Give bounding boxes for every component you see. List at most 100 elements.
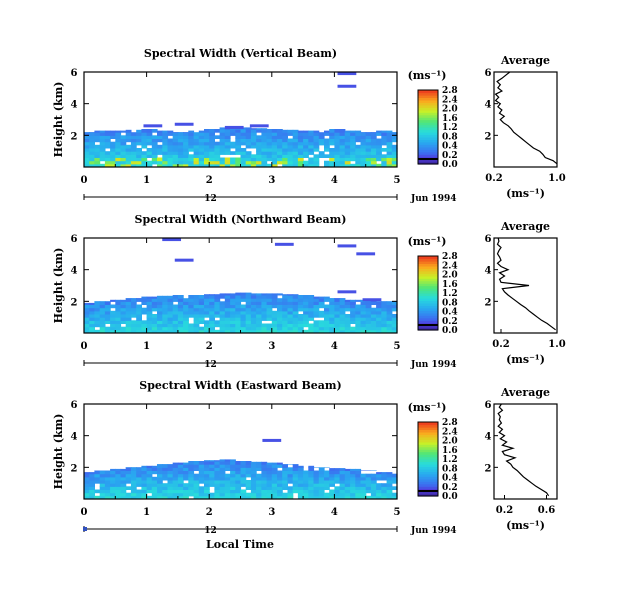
- heatmap-cell: [177, 157, 184, 162]
- heatmap-cell: [99, 470, 106, 475]
- heatmap-cell: [125, 473, 132, 478]
- colorbar-segment: [418, 315, 438, 319]
- colorbar-tick-label: 0.0: [442, 160, 458, 170]
- heatmap-cell: [350, 299, 356, 302]
- heatmap-cell: [193, 473, 200, 478]
- heatmap-cell: [391, 154, 398, 158]
- heatmap-cell: [230, 157, 236, 162]
- colorbar-segment: [418, 129, 438, 133]
- heatmap-cell: [230, 317, 236, 321]
- heatmap-cell: [193, 461, 200, 465]
- heatmap-cell: [386, 301, 393, 302]
- heatmap-cell: [162, 486, 169, 490]
- heatmap-cell: [303, 489, 309, 494]
- heatmap-cell: [318, 135, 325, 139]
- heatmap-cell: [104, 480, 111, 484]
- heatmap-cell: [360, 483, 367, 487]
- heatmap-cell: [360, 314, 367, 318]
- heatmap-cell: [277, 492, 283, 497]
- heatmap-cell: [125, 476, 132, 481]
- heatmap-cell: [141, 310, 148, 315]
- heatmap-cell: [235, 461, 242, 465]
- heatmap-cell: [261, 138, 268, 143]
- heatmap-cell: [308, 473, 315, 478]
- heatmap-cell: [136, 298, 142, 299]
- heatmap-cell: [115, 141, 122, 146]
- heatmap-cell: [204, 132, 210, 136]
- heatmap-cell: [313, 323, 320, 328]
- heatmap-cell: [198, 304, 205, 309]
- heatmap-cell: [240, 461, 247, 465]
- heatmap-cell: [344, 160, 351, 165]
- heatmap-cell: [365, 476, 372, 481]
- heatmap-cell: [146, 301, 153, 305]
- heatmap-cell: [130, 476, 137, 481]
- heatmap-cell: [318, 132, 325, 136]
- heatmap-cell: [94, 476, 101, 481]
- heatmap-cell: [261, 326, 268, 331]
- heatmap-cell: [89, 138, 95, 143]
- colorbar-segment: [418, 154, 438, 158]
- heatmap-cell: [344, 320, 351, 324]
- heatmap-cell: [136, 138, 142, 143]
- heatmap-cell: [339, 323, 346, 328]
- heatmap-cell: [292, 464, 299, 465]
- heatmap-cell: [334, 135, 341, 139]
- heatmap-cell: [334, 314, 341, 318]
- heatmap-cell: [297, 135, 304, 139]
- heatmap-cell: [261, 323, 268, 328]
- heatmap-cell: [146, 329, 153, 334]
- heatmap-cell: [230, 307, 236, 312]
- heatmap-cell: [193, 320, 200, 324]
- colorbar-segment: [418, 466, 438, 470]
- heatmap-cell: [303, 483, 309, 487]
- heatmap-cell: [261, 480, 268, 484]
- heatmap-cell: [297, 326, 304, 331]
- heatmap-cell: [162, 323, 169, 328]
- heatmap-cell: [329, 492, 335, 497]
- heatmap-cell: [120, 160, 127, 165]
- heatmap-cell: [318, 320, 325, 324]
- heatmap-cell: [136, 467, 142, 471]
- heatmap-cell: [277, 304, 283, 309]
- heatmap-cell: [308, 323, 315, 328]
- heatmap-cell: [324, 138, 330, 143]
- colorbar-tick-label: 0.0: [442, 326, 458, 336]
- heatmap-cell: [214, 148, 221, 152]
- heatmap-cell: [381, 135, 388, 139]
- heatmap-cell: [110, 144, 116, 149]
- heatmap-cell: [287, 317, 294, 321]
- heatmap-cell: [89, 160, 95, 165]
- heatmap-cell: [104, 492, 111, 497]
- average-y-tick-label: 4: [485, 432, 492, 443]
- heatmap-cell: [334, 486, 341, 490]
- heatmap-cell: [271, 301, 278, 305]
- heatmap-cell: [313, 314, 320, 318]
- heatmap-cell: [355, 468, 362, 471]
- heatmap-cell: [350, 148, 356, 152]
- heatmap-cell: [256, 128, 262, 130]
- heatmap-cell: [303, 314, 309, 318]
- heatmap-cell: [183, 160, 189, 165]
- heatmap-cell: [391, 326, 398, 331]
- heatmap-cell: [110, 130, 116, 133]
- heatmap-cell: [334, 129, 341, 133]
- heatmap-cell: [376, 154, 382, 158]
- heatmap-cell: [334, 304, 341, 309]
- heatmap-cell: [230, 304, 236, 309]
- heatmap-cell: [209, 467, 215, 471]
- heatmap-cell: [303, 148, 309, 152]
- heatmap-cell: [303, 329, 309, 334]
- heatmap-cell: [125, 163, 132, 168]
- heatmap-cell: [214, 157, 221, 162]
- heatmap-cell: [261, 461, 268, 465]
- heatmap-cell: [141, 301, 148, 305]
- heatmap-cell: [329, 304, 335, 309]
- heatmap-cell: [89, 141, 95, 146]
- heatmap-cell: [297, 329, 304, 334]
- heatmap-cell: [334, 480, 341, 484]
- heatmap-cell: [339, 144, 346, 149]
- colorbar-segment: [418, 431, 438, 435]
- heatmap-cell: [177, 135, 184, 139]
- heatmap-cell: [324, 495, 330, 500]
